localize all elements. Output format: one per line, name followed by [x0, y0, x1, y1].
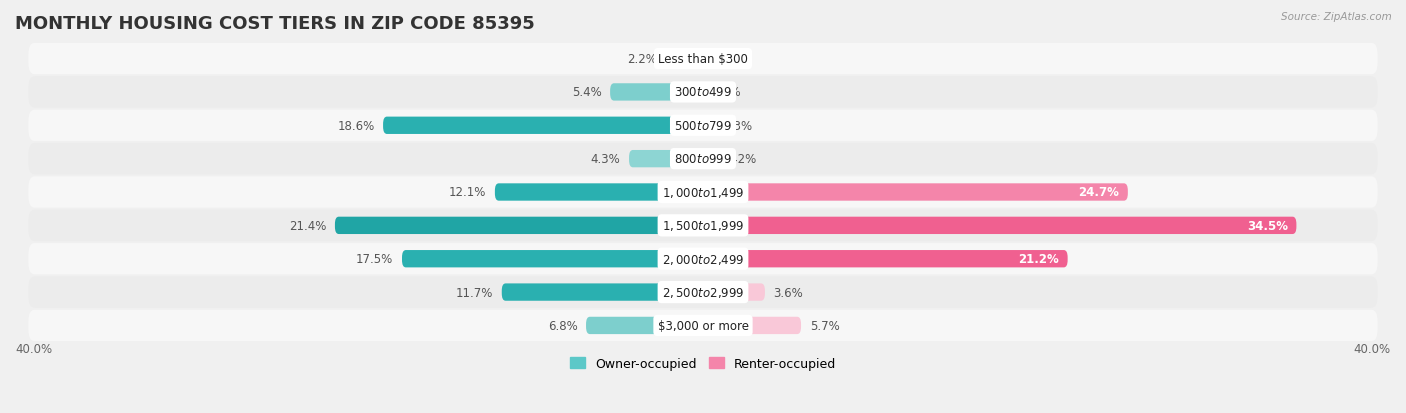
FancyBboxPatch shape — [495, 184, 703, 201]
Text: 5.7%: 5.7% — [810, 319, 839, 332]
FancyBboxPatch shape — [610, 84, 703, 101]
FancyBboxPatch shape — [28, 243, 1378, 275]
FancyBboxPatch shape — [402, 250, 703, 268]
FancyBboxPatch shape — [28, 144, 1378, 175]
Text: 12.1%: 12.1% — [449, 186, 486, 199]
Text: $800 to $999: $800 to $999 — [673, 153, 733, 166]
Text: 4.3%: 4.3% — [591, 153, 620, 166]
Text: Source: ZipAtlas.com: Source: ZipAtlas.com — [1281, 12, 1392, 22]
Text: $2,500 to $2,999: $2,500 to $2,999 — [662, 285, 744, 299]
FancyBboxPatch shape — [665, 51, 703, 68]
Text: 24.7%: 24.7% — [1078, 186, 1119, 199]
Text: $2,000 to $2,499: $2,000 to $2,499 — [662, 252, 744, 266]
Text: $500 to $799: $500 to $799 — [673, 119, 733, 133]
Text: 6.8%: 6.8% — [548, 319, 578, 332]
FancyBboxPatch shape — [703, 317, 801, 334]
Legend: Owner-occupied, Renter-occupied: Owner-occupied, Renter-occupied — [565, 352, 841, 375]
FancyBboxPatch shape — [28, 110, 1378, 142]
FancyBboxPatch shape — [28, 177, 1378, 208]
Text: 21.4%: 21.4% — [290, 219, 326, 232]
Text: 0.0%: 0.0% — [711, 53, 741, 66]
FancyBboxPatch shape — [703, 184, 1128, 201]
FancyBboxPatch shape — [703, 117, 707, 135]
Text: $1,000 to $1,499: $1,000 to $1,499 — [662, 185, 744, 199]
FancyBboxPatch shape — [703, 250, 1067, 268]
Text: 5.4%: 5.4% — [572, 86, 602, 99]
FancyBboxPatch shape — [502, 284, 703, 301]
Text: 21.2%: 21.2% — [1018, 253, 1059, 266]
FancyBboxPatch shape — [628, 151, 703, 168]
Text: $300 to $499: $300 to $499 — [673, 86, 733, 99]
Text: 40.0%: 40.0% — [1354, 342, 1391, 355]
FancyBboxPatch shape — [382, 117, 703, 135]
FancyBboxPatch shape — [703, 151, 710, 168]
Text: 34.5%: 34.5% — [1247, 219, 1288, 232]
FancyBboxPatch shape — [28, 77, 1378, 108]
Text: Less than $300: Less than $300 — [658, 53, 748, 66]
FancyBboxPatch shape — [28, 310, 1378, 341]
Text: 11.7%: 11.7% — [456, 286, 494, 299]
FancyBboxPatch shape — [28, 210, 1378, 242]
FancyBboxPatch shape — [703, 217, 1296, 235]
FancyBboxPatch shape — [28, 44, 1378, 75]
FancyBboxPatch shape — [335, 217, 703, 235]
Text: 3.6%: 3.6% — [773, 286, 803, 299]
FancyBboxPatch shape — [586, 317, 703, 334]
Text: $1,500 to $1,999: $1,500 to $1,999 — [662, 219, 744, 233]
Text: 18.6%: 18.6% — [337, 119, 374, 133]
FancyBboxPatch shape — [28, 277, 1378, 308]
Text: 2.2%: 2.2% — [627, 53, 657, 66]
Text: 40.0%: 40.0% — [15, 342, 52, 355]
Text: MONTHLY HOUSING COST TIERS IN ZIP CODE 85395: MONTHLY HOUSING COST TIERS IN ZIP CODE 8… — [15, 15, 534, 33]
FancyBboxPatch shape — [703, 284, 765, 301]
Text: 0.0%: 0.0% — [711, 86, 741, 99]
Text: 0.23%: 0.23% — [716, 119, 752, 133]
Text: $3,000 or more: $3,000 or more — [658, 319, 748, 332]
Text: 17.5%: 17.5% — [356, 253, 394, 266]
Text: 0.42%: 0.42% — [718, 153, 756, 166]
